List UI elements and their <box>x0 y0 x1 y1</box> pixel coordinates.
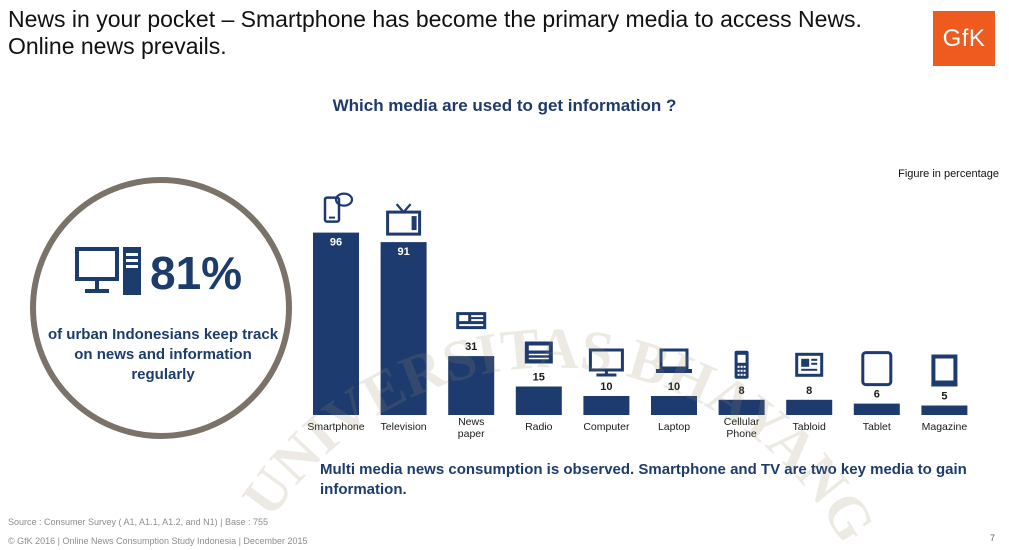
category-label: Magazine <box>922 421 968 433</box>
value-label: 8 <box>739 385 745 397</box>
value-label: 96 <box>330 237 342 249</box>
category-label: Computer <box>583 421 630 433</box>
bar-cellular-phone <box>718 399 765 415</box>
bar-magazine <box>921 405 968 415</box>
bar-tablet <box>853 403 900 415</box>
kpi-icons <box>75 247 141 295</box>
category-label: Tabloid <box>793 421 826 433</box>
value-label: 10 <box>668 381 680 393</box>
radio-icon <box>524 341 553 364</box>
category-label: Laptop <box>658 421 690 433</box>
television-icon <box>386 203 422 236</box>
bar-news-paper <box>448 356 495 415</box>
slide-title: News in your pocket – Smartphone has bec… <box>8 6 862 59</box>
copyright-note: © GfK 2016 | Online News Consumption Stu… <box>8 536 308 546</box>
tablet-icon <box>861 351 893 387</box>
category-label: Television <box>381 421 427 433</box>
category-label: News paper <box>458 416 485 440</box>
value-label: 5 <box>941 391 947 403</box>
cellular-phone-icon <box>734 350 749 379</box>
category-label: Radio <box>525 421 553 433</box>
gfk-logo: GfK <box>933 11 995 66</box>
value-label: 8 <box>806 385 812 397</box>
chart-question: Which media are used to get information … <box>332 96 677 115</box>
bar-smartphone <box>313 232 359 415</box>
value-label: 6 <box>874 389 880 401</box>
source-note: Source : Consumer Survey ( A1, A1.1, A1.… <box>8 517 268 527</box>
bar-television <box>380 242 427 415</box>
pc-tower-icon <box>123 247 141 295</box>
category-label: Tablet <box>863 421 891 433</box>
bar-tabloid <box>786 399 833 415</box>
magazine-icon <box>931 354 958 387</box>
category-label: Smartphone <box>307 421 364 433</box>
computer-icon <box>588 348 624 377</box>
category-label: Cellular Phone <box>724 416 760 440</box>
conclusion-text: Multi media news consumption is observed… <box>320 461 967 498</box>
kpi-caption: of urban Indonesians keep track on news … <box>47 326 279 383</box>
bar-laptop <box>651 396 697 415</box>
value-label: 15 <box>533 372 545 384</box>
value-label: 31 <box>465 341 477 353</box>
value-label: 10 <box>600 381 612 393</box>
bar-computer <box>583 396 630 415</box>
tabloid-icon <box>795 352 824 377</box>
kpi-value: 81% <box>150 247 243 299</box>
laptop-icon <box>656 348 692 373</box>
kpi-ring <box>30 177 292 439</box>
newspaper-icon <box>456 312 487 330</box>
bar-radio <box>515 386 562 415</box>
figure-note: Figure in percentage <box>898 168 999 180</box>
monitor-icon <box>75 247 119 293</box>
page-number: 7 <box>989 533 995 543</box>
value-label: 91 <box>397 246 409 258</box>
smartphone-icon <box>323 192 354 223</box>
